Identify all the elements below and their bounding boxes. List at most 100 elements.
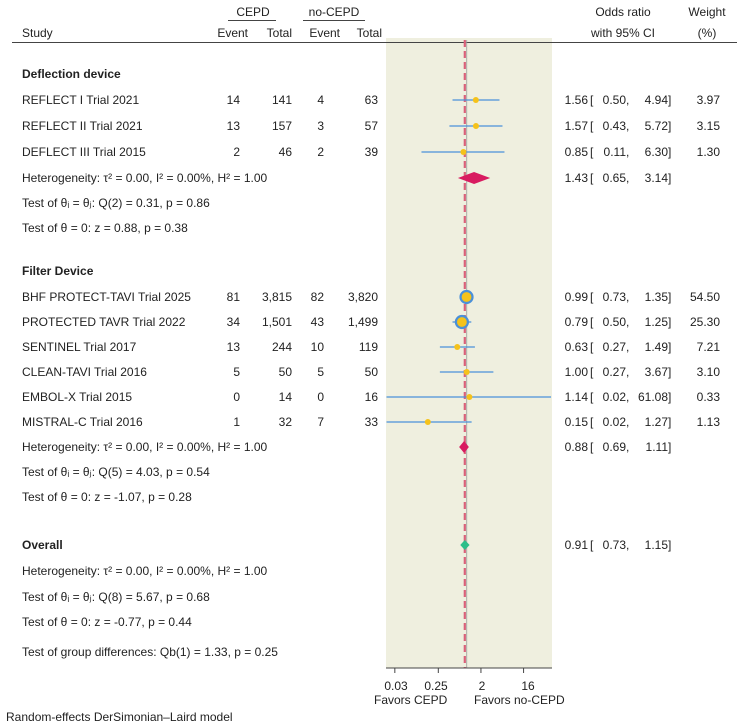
tick-label: 16	[521, 679, 535, 693]
event-no-cepd: 43	[310, 315, 324, 329]
weight-value: 7.21	[696, 340, 720, 354]
header-event-2: Event	[309, 26, 340, 40]
ci-close: ]	[668, 365, 672, 379]
event-cepd: 5	[233, 365, 240, 379]
weight-value: 25.30	[689, 315, 720, 329]
weight-value: 3.97	[696, 93, 720, 107]
test-q-text: Test of θᵢ = θⱼ: Q(5) = 4.03, p = 0.54	[22, 465, 210, 479]
ci-sep: ,	[626, 290, 630, 304]
or-value: 1.14	[564, 390, 588, 404]
ci-close: ]	[668, 390, 672, 404]
study-marker	[459, 289, 474, 305]
total-cepd: 244	[271, 340, 292, 354]
header-group2: no-CEPD	[308, 5, 360, 19]
ci-high: 1.25	[644, 315, 668, 329]
or-value: 0.63	[564, 340, 588, 354]
test-z-text: Test of θ = 0: z = -0.77, p = 0.44	[22, 615, 192, 629]
tick-label: 0.03	[384, 679, 408, 693]
ci-low: 0.73	[602, 538, 626, 552]
header-total-2: Total	[356, 26, 382, 40]
ci-low: 0.50	[602, 93, 626, 107]
event-no-cepd: 4	[317, 93, 324, 107]
study-name: CLEAN-TAVI Trial 2016	[22, 365, 147, 379]
weight-value: 1.13	[696, 415, 720, 429]
ci-high: 3.14	[644, 171, 668, 185]
header-group1: CEPD	[236, 5, 270, 19]
ci-sep: ,	[626, 171, 630, 185]
section-title-overall: Overall	[22, 538, 63, 552]
header-weight-line2: (%)	[697, 26, 717, 40]
header-study: Study	[22, 26, 53, 40]
overall-diamond	[460, 540, 470, 550]
ci-sep: ,	[626, 365, 630, 379]
or-value: 1.57	[564, 119, 588, 133]
heterogeneity-text: Heterogeneity: τ² = 0.00, I² = 0.00%, H²…	[22, 564, 268, 578]
favors-left: Favors CEPD	[374, 693, 448, 707]
ci-open: [	[590, 93, 594, 107]
total-cepd: 157	[271, 119, 292, 133]
ci-high: 3.67	[644, 365, 668, 379]
ci-sep: ,	[626, 415, 630, 429]
total-no-cepd: 119	[358, 340, 378, 354]
ci-sep: ,	[626, 119, 630, 133]
weight-value: 0.33	[696, 390, 720, 404]
ci-high: 61.08	[637, 390, 668, 404]
event-cepd: 0	[233, 390, 240, 404]
event-cepd: 13	[226, 340, 240, 354]
total-no-cepd: 50	[364, 365, 378, 379]
header-group2-rule	[303, 20, 365, 21]
test-q-text: Test of θᵢ = θⱼ: Q(8) = 5.67, p = 0.68	[22, 590, 210, 604]
event-no-cepd: 3	[317, 119, 324, 133]
ci-high: 6.30	[644, 145, 668, 159]
event-no-cepd: 10	[310, 340, 324, 354]
section-title-filter: Filter Device	[22, 264, 94, 278]
study-name: REFLECT II Trial 2021	[22, 119, 143, 133]
study-name: REFLECT I Trial 2021	[22, 93, 140, 107]
study-name: BHF PROTECT-TAVI Trial 2025	[22, 290, 191, 304]
ci-open: [	[590, 171, 594, 185]
section-title-deflection: Deflection device	[22, 67, 121, 81]
ci-close: ]	[668, 440, 672, 454]
ci-low: 0.65	[602, 171, 626, 185]
event-cepd: 14	[226, 93, 240, 107]
total-no-cepd: 39	[364, 145, 378, 159]
ci-low: 0.43	[602, 119, 626, 133]
plot-band	[386, 38, 552, 668]
ci-open: [	[590, 145, 594, 159]
heterogeneity-text: Heterogeneity: τ² = 0.00, I² = 0.00%, H²…	[22, 171, 268, 185]
event-no-cepd: 5	[317, 365, 324, 379]
subgroup-diamond	[459, 441, 469, 453]
event-no-cepd: 2	[317, 145, 324, 159]
ci-low: 0.73	[602, 290, 626, 304]
ci-sep: ,	[626, 440, 630, 454]
ci-sep: ,	[626, 538, 630, 552]
study-name: DEFLECT III Trial 2015	[22, 145, 146, 159]
tick-label: 0.25	[424, 679, 448, 693]
ci-sep: ,	[626, 390, 630, 404]
or-value: 1.43	[564, 171, 588, 185]
event-no-cepd: 7	[317, 415, 324, 429]
event-cepd: 13	[226, 119, 240, 133]
header-rule	[12, 42, 737, 43]
study-name: SENTINEL Trial 2017	[22, 340, 137, 354]
ci-open: [	[590, 365, 594, 379]
ci-low: 0.27	[602, 365, 626, 379]
model-note: Random-effects DerSimonian–Laird model	[6, 710, 233, 724]
test-z-text: Test of θ = 0: z = 0.88, p = 0.38	[22, 221, 188, 235]
ci-close: ]	[668, 415, 672, 429]
heterogeneity-text: Heterogeneity: τ² = 0.00, I² = 0.00%, H²…	[22, 440, 268, 454]
or-value: 0.79	[564, 315, 588, 329]
ci-low: 0.50	[602, 315, 626, 329]
weight-value: 3.15	[696, 119, 720, 133]
favors-right: Favors no-CEPD	[474, 693, 565, 707]
total-cepd: 1,501	[261, 315, 292, 329]
study-marker	[454, 314, 469, 330]
event-cepd: 81	[226, 290, 240, 304]
or-value: 0.88	[564, 440, 588, 454]
header-event-1: Event	[217, 26, 248, 40]
total-no-cepd: 16	[364, 390, 378, 404]
ci-open: [	[590, 538, 594, 552]
ci-high: 4.94	[644, 93, 668, 107]
ci-sep: ,	[626, 315, 630, 329]
